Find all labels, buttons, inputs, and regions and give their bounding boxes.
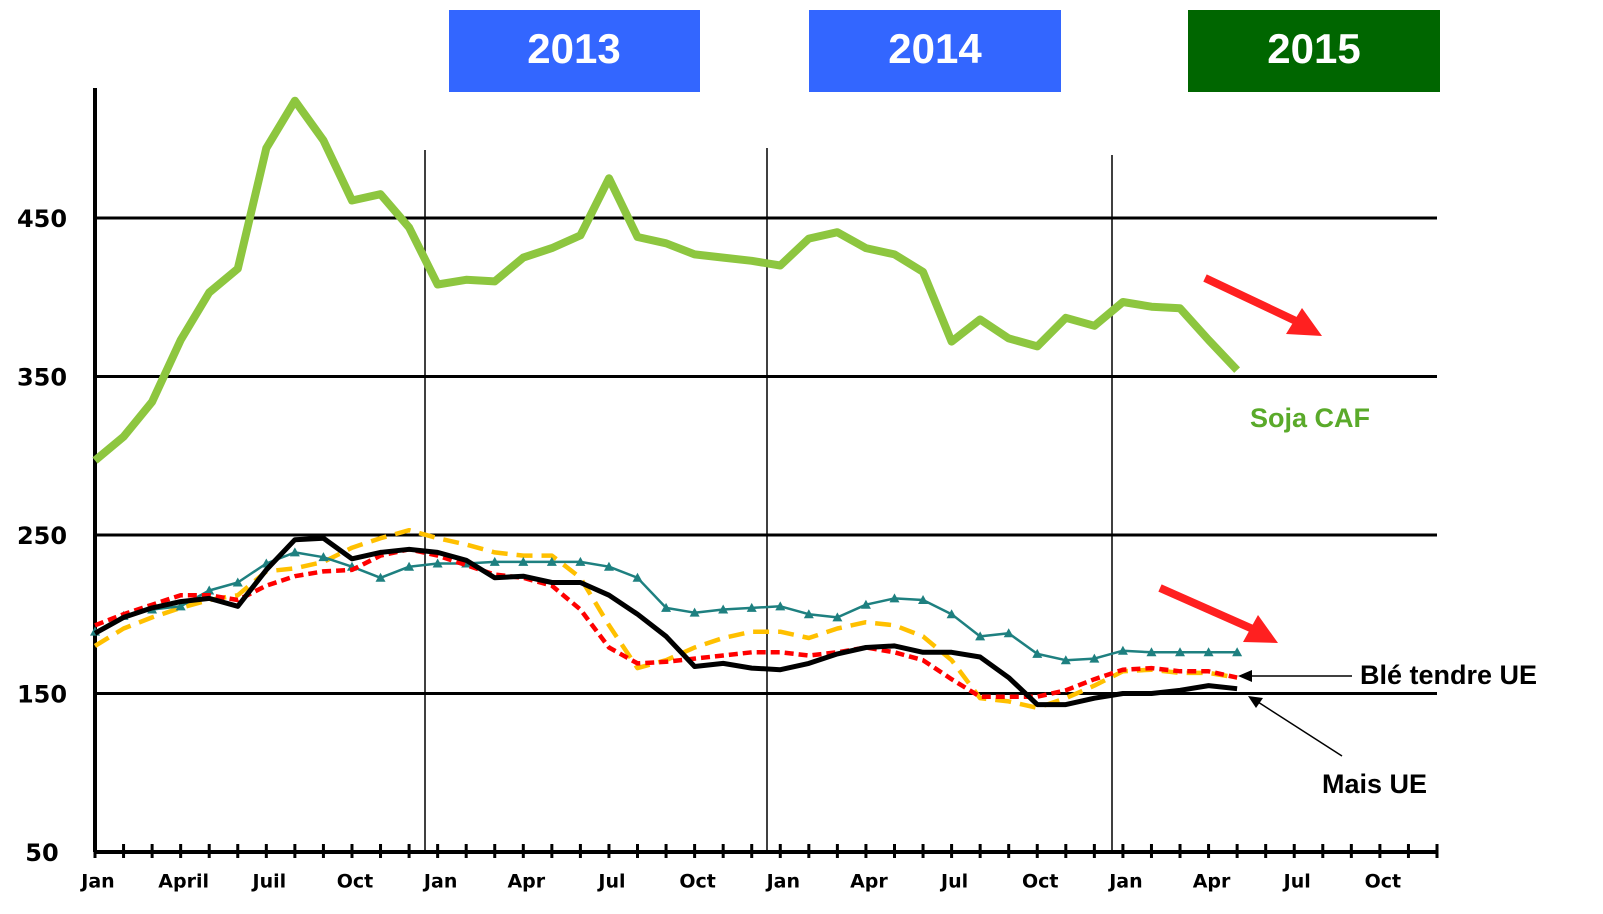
y-tick-label: 150 — [17, 680, 67, 708]
point-marker — [1060, 655, 1071, 665]
point-marker — [946, 609, 957, 619]
series-line — [92, 96, 1241, 464]
x-tick-label: Juil — [251, 871, 287, 893]
point-marker — [632, 572, 643, 582]
y-tick-label: 250 — [17, 522, 67, 550]
point-marker — [918, 594, 929, 604]
series-line — [93, 535, 1238, 708]
x-tick-label: Jul — [596, 871, 625, 893]
x-tick-label: Oct — [1022, 871, 1059, 893]
x-tick-label: Oct — [337, 871, 374, 893]
series-label: Mais UE — [1322, 769, 1427, 799]
year-label: 2013 — [527, 25, 620, 72]
point-marker — [1089, 653, 1100, 663]
point-marker — [603, 561, 614, 571]
year-box — [449, 10, 700, 92]
plot: 50 150 250 350 450 Jan April Juil Oct Jan Apr Jul Oc… — [17, 88, 1439, 893]
point-marker — [1232, 647, 1243, 657]
pointer — [1257, 701, 1343, 757]
point-marker — [975, 631, 986, 641]
y-tick-label: 450 — [17, 205, 67, 233]
point-marker — [546, 556, 557, 566]
point-marker — [889, 593, 900, 603]
point-marker — [860, 599, 871, 609]
point-marker — [432, 558, 443, 568]
trend-arrow-head — [1286, 308, 1322, 336]
point-marker — [289, 547, 300, 557]
point-marker — [518, 556, 529, 566]
point-marker — [661, 602, 672, 612]
point-marker — [489, 556, 500, 566]
trend-arrow-head — [1243, 615, 1278, 643]
pointer-head — [1248, 696, 1263, 708]
point-marker — [175, 601, 186, 611]
trend-arrow — [1203, 274, 1300, 326]
point-marker — [375, 572, 386, 582]
series-label: Blé tendre UE — [1360, 660, 1537, 690]
x-tick-label: April — [158, 871, 209, 893]
y-tick-label: 50 — [25, 839, 58, 867]
x-tick-label: Jul — [1282, 871, 1311, 893]
pointer-head — [1238, 670, 1252, 682]
year-boxes: 2013 2014 2015 — [449, 10, 1440, 92]
year-label: 2015 — [1267, 25, 1360, 72]
point-marker — [1175, 647, 1186, 657]
point-marker — [232, 577, 243, 587]
series-label: Soja CAF — [1250, 403, 1370, 433]
point-marker — [404, 561, 415, 571]
point-marker — [1203, 647, 1214, 657]
point-marker — [204, 585, 215, 595]
x-tick-label: Jul — [939, 871, 968, 893]
series-line — [94, 547, 1238, 699]
point-marker — [1003, 628, 1014, 638]
series-line — [93, 527, 1238, 711]
point-marker — [689, 607, 700, 617]
point-marker — [775, 601, 786, 611]
x-tick-label: Oct — [1365, 871, 1402, 893]
x-tick-label: Apr — [850, 871, 888, 893]
x-tick-label: Oct — [679, 871, 716, 893]
arrows — [1158, 274, 1352, 757]
x-tick-label: Jan — [422, 871, 457, 893]
year-box — [809, 10, 1061, 92]
x-tick-label: Apr — [507, 871, 545, 893]
point-marker — [1117, 645, 1128, 655]
trend-arrow — [1158, 584, 1257, 634]
point-marker — [718, 604, 729, 614]
x-tick-label: Jan — [1107, 871, 1142, 893]
x-tick-label: Jan — [765, 871, 800, 893]
point-marker — [746, 602, 757, 612]
y-tick-label: 350 — [17, 363, 67, 391]
point-marker — [1032, 648, 1043, 658]
year-box — [1188, 10, 1440, 92]
x-tick-label: Apr — [1193, 871, 1231, 893]
x-tick-label: Jan — [79, 871, 114, 893]
year-label: 2014 — [888, 25, 982, 72]
point-marker — [575, 556, 586, 566]
point-marker — [832, 612, 843, 622]
point-marker — [1146, 647, 1157, 657]
point-marker — [803, 609, 814, 619]
point-marker — [318, 552, 329, 562]
